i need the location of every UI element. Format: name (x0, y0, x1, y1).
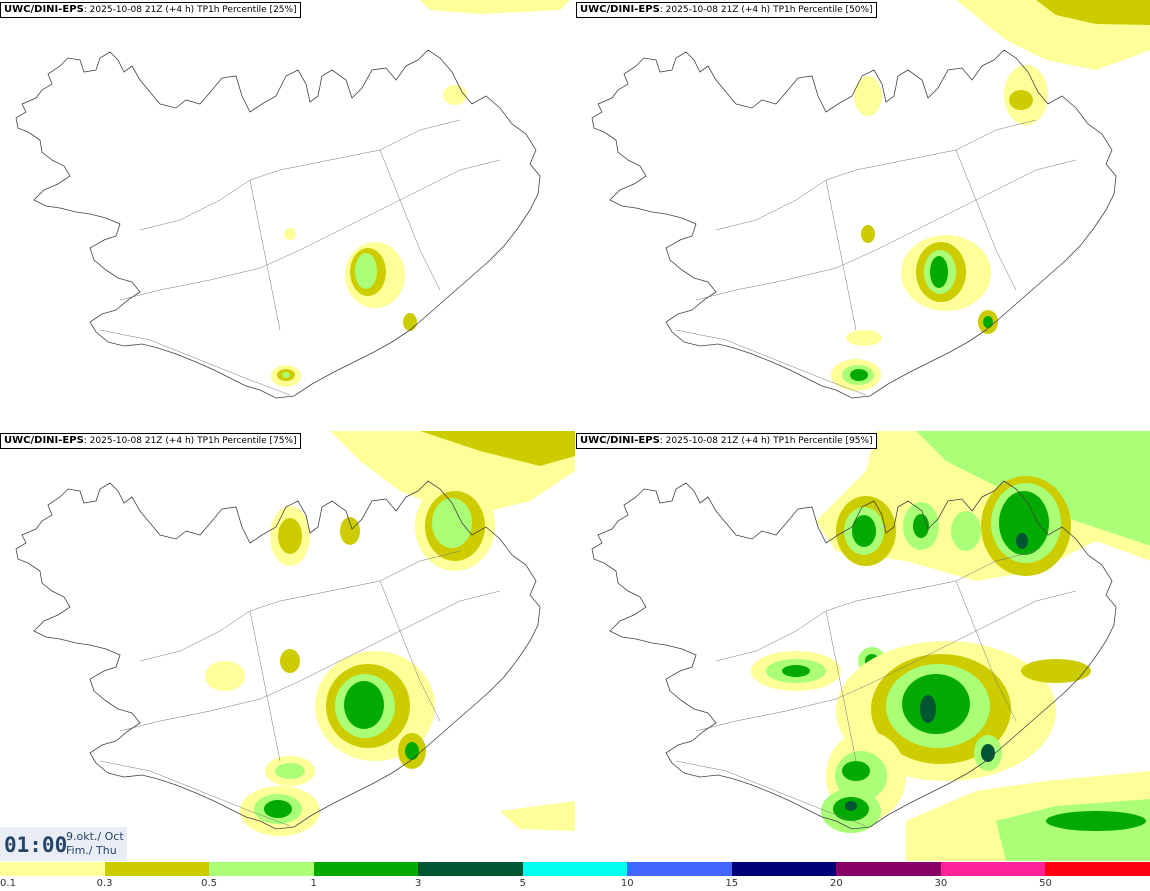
precip-blob (420, 0, 570, 14)
colorbar-tick-label: 3 (414, 878, 422, 889)
precip-blob (902, 674, 970, 734)
precip-blob (443, 85, 467, 105)
colorbar-tick-label: 20 (829, 878, 843, 889)
colorbar-segment (836, 862, 941, 876)
lead-time: (+4 h) (741, 5, 771, 15)
model-name: UWC/DINI-EPS (580, 435, 660, 446)
colorbar-segment (522, 862, 628, 876)
colorbar-segment (209, 862, 314, 876)
panel-label: UWC/DINI-EPS: 2025-10-08 21Z (+4 h) TP1h… (0, 433, 301, 449)
colorbar-tick-label: 0.1 (0, 878, 16, 889)
colorbar-tick-label: 30 (934, 878, 948, 889)
colorbar-segment (627, 862, 732, 876)
precip-blob (205, 661, 245, 691)
run-time: 2025-10-08 21Z (665, 436, 739, 446)
product-name: TP1h Percentile [75%] (197, 436, 297, 446)
map-25-canvas (15, 0, 570, 399)
colorbar-ticks: 0.1 0.3 0.5 1 3 5 10 15 20 30 50 (0, 876, 1150, 891)
colorbar-tick-label: 0.5 (201, 878, 218, 889)
colorbar-segment (731, 862, 837, 876)
run-time: 2025-10-08 21Z (89, 5, 163, 15)
model-name: UWC/DINI-EPS (580, 4, 660, 15)
colorbar-tick-label: 5 (519, 878, 526, 889)
colorbar-tick-label: 1 (310, 878, 317, 889)
panel-label: UWC/DINI-EPS: 2025-10-08 21Z (+4 h) TP1h… (0, 2, 301, 18)
precip-blob (1009, 90, 1033, 110)
colorbar-tick-label: 15 (725, 878, 739, 889)
run-time: 2025-10-08 21Z (665, 5, 739, 15)
valid-time-box: 01:00 9.okt./ Oct Fim./ Thu (0, 827, 127, 861)
colorbar-tick-label: 50 (1039, 878, 1052, 889)
map-50-canvas (591, 0, 1150, 399)
colorbar-segment (104, 862, 210, 876)
map-panel-75: UWC/DINI-EPS: 2025-10-08 21Z (+4 h) TP1h… (0, 431, 575, 861)
precip-blob (983, 316, 993, 328)
map-panel-95: UWC/DINI-EPS: 2025-10-08 21Z (+4 h) TP1h… (576, 431, 1150, 861)
valid-time-clock: 01:00 (4, 833, 68, 857)
map-75-canvas (15, 431, 575, 836)
precip-blob (854, 76, 882, 116)
map-panel-50: UWC/DINI-EPS: 2025-10-08 21Z (+4 h) TP1h… (576, 0, 1150, 430)
precip-blob (930, 256, 948, 288)
colorbar-tick-label: 10 (620, 878, 634, 889)
lead-time: (+4 h) (165, 5, 195, 15)
panel-divider (575, 0, 576, 861)
precip-blob (782, 665, 810, 677)
colorbar-segment (1045, 862, 1150, 876)
run-time: 2025-10-08 21Z (89, 436, 163, 446)
precip-blob (850, 369, 868, 381)
precip-blob (355, 253, 377, 289)
product-name: TP1h Percentile [50%] (773, 5, 873, 15)
precip-blob (951, 511, 981, 551)
colorbar-tick-label: 0.3 (96, 878, 113, 889)
colorbar-segment (0, 862, 105, 876)
precip-blob (999, 491, 1049, 555)
precip-blob (1036, 0, 1150, 25)
lead-time: (+4 h) (165, 436, 195, 446)
precip-blob (280, 649, 300, 673)
colorbar-segment (313, 862, 419, 876)
precip-blob (284, 228, 296, 240)
valid-time-date: 9.okt./ Oct Fim./ Thu (66, 830, 124, 858)
model-name: UWC/DINI-EPS (4, 4, 84, 15)
precip-blob (845, 801, 857, 811)
map-95-canvas (591, 431, 1150, 861)
colorbar-segment (940, 862, 1046, 876)
precip-blob (1016, 533, 1028, 549)
map-panel-25: UWC/DINI-EPS: 2025-10-08 21Z (+4 h) TP1h… (0, 0, 575, 430)
precip-blob (842, 761, 870, 781)
road-network (675, 119, 1077, 396)
precip-blob (275, 763, 305, 779)
product-name: TP1h Percentile [25%] (197, 5, 297, 15)
precip-blob (420, 431, 575, 466)
precip-blob (920, 695, 936, 723)
precip-blob (500, 801, 575, 831)
valid-weekday-line: Fim./ Thu (66, 844, 117, 857)
road-network (99, 119, 501, 396)
precip-blob (861, 225, 875, 243)
precip-blob (1046, 811, 1146, 831)
panel-label: UWC/DINI-EPS: 2025-10-08 21Z (+4 h) TP1h… (576, 433, 877, 449)
precip-blob (846, 330, 882, 346)
road-network (99, 550, 501, 827)
precip-blob (852, 515, 876, 547)
model-name: UWC/DINI-EPS (4, 435, 84, 446)
precip-colorbar (0, 862, 1150, 876)
product-name: TP1h Percentile [95%] (773, 436, 873, 446)
precip-blob (1021, 659, 1091, 683)
precip-blob (340, 517, 360, 545)
precip-blob (432, 498, 472, 548)
precip-blob (282, 372, 290, 378)
precip-blob (344, 681, 384, 729)
precip-blob (278, 518, 302, 554)
precip-blob (405, 742, 419, 760)
lead-time: (+4 h) (741, 436, 771, 446)
valid-date-line: 9.okt./ Oct (66, 830, 124, 843)
colorbar-segment (418, 862, 523, 876)
panel-label: UWC/DINI-EPS: 2025-10-08 21Z (+4 h) TP1h… (576, 2, 877, 18)
precip-blob (264, 800, 292, 818)
precip-blob (981, 744, 995, 762)
precip-blob (403, 313, 417, 331)
